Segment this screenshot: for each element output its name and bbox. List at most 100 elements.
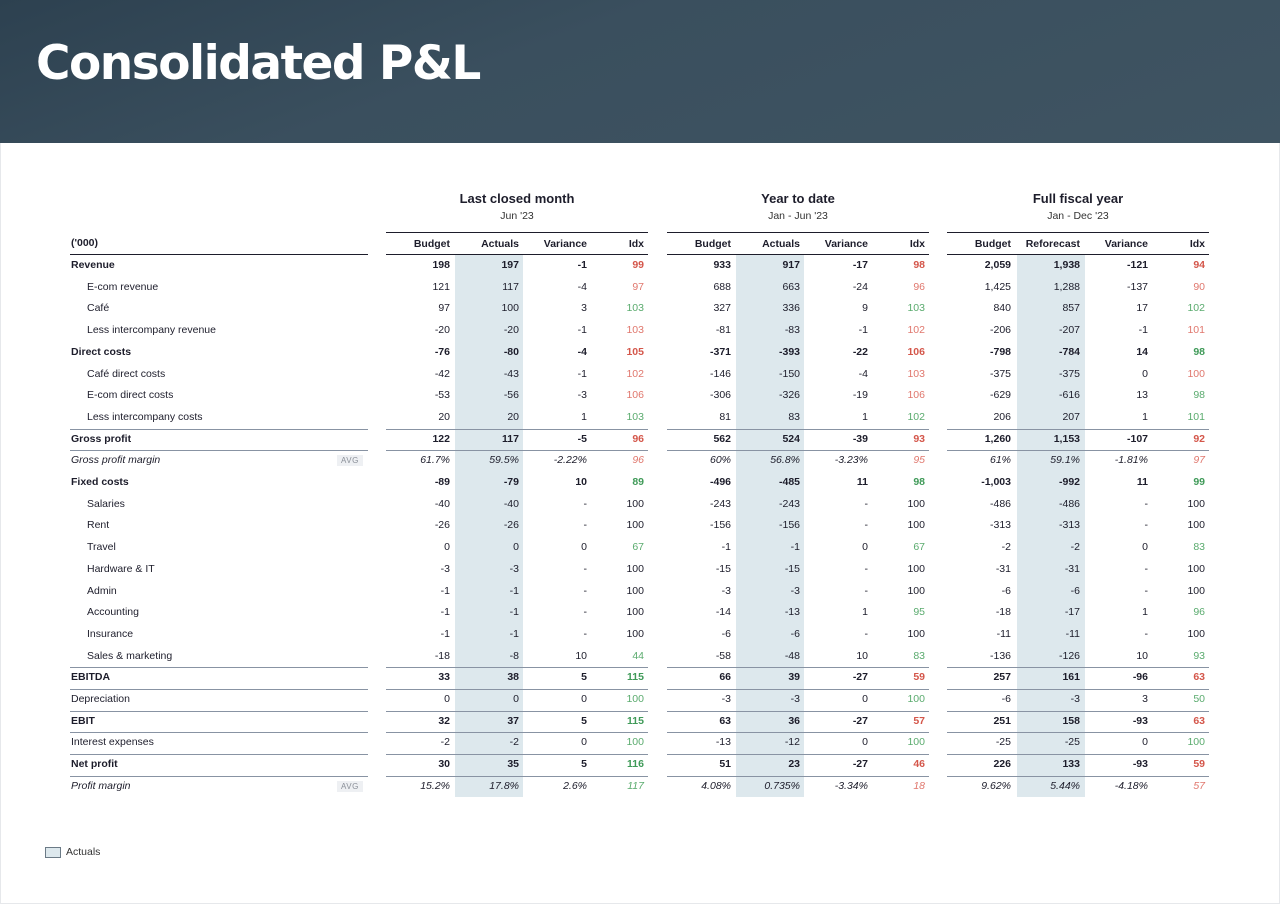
cell-budget: -375 — [989, 367, 1011, 380]
cell-actuals: 117 — [502, 432, 519, 445]
cell-variance: 0 — [862, 693, 868, 705]
cell-budget: 63 — [719, 714, 731, 727]
cell-idx: 100 — [626, 606, 644, 619]
cell-variance: -93 — [1132, 714, 1148, 727]
cell-variance: -3 — [577, 389, 587, 402]
cell-variance: 10 — [575, 649, 587, 662]
cell-variance: - — [583, 497, 588, 510]
column-header-budget: Budget — [413, 238, 450, 250]
cell-actuals: 36 — [788, 714, 800, 727]
cell-actuals: 0 — [513, 541, 519, 554]
actuals-band — [455, 255, 523, 797]
cell-actuals: -83 — [784, 324, 800, 337]
cell-actuals: -3 — [509, 562, 519, 575]
table-row: Accounting -1 -1 - 100 -14 -13 1 95 -18 -17 1 96 — [0, 602, 1280, 624]
row-rule — [667, 428, 929, 430]
cell-idx: 116 — [627, 758, 644, 771]
cell-budget: 0 — [444, 541, 450, 554]
cell-actuals: -326 — [778, 389, 800, 402]
cell-variance: 0 — [862, 541, 868, 554]
cell-budget: -31 — [995, 562, 1011, 575]
cell-budget: -486 — [989, 497, 1011, 510]
cell-budget: 4.08% — [701, 779, 731, 792]
units-label: ('000) — [71, 237, 99, 249]
avg-badge: AVG — [337, 455, 363, 467]
cell-variance: 0 — [581, 693, 587, 705]
row-rule — [667, 667, 929, 669]
cell-actuals: -1 — [509, 606, 519, 619]
cell-actuals: -8 — [509, 649, 519, 662]
cell-actuals: -15 — [784, 562, 800, 575]
legend: Actuals — [45, 846, 100, 858]
cell-actuals: 20 — [507, 410, 519, 423]
cell-idx: 96 — [632, 454, 644, 467]
cell-budget: -2 — [440, 736, 450, 749]
cell-budget: 1,425 — [984, 280, 1011, 293]
row-rule — [386, 732, 648, 734]
cell-budget: 33 — [438, 671, 450, 684]
cell-budget: 206 — [993, 410, 1011, 423]
cell-budget: 51 — [719, 758, 731, 771]
cell-actuals: 1,938 — [1053, 259, 1080, 271]
cell-actuals: -3 — [790, 584, 800, 597]
table-row: EBIT 32 37 5 115 63 36 -27 57 251 158 -93 63 — [0, 711, 1280, 733]
cell-budget: -6 — [1001, 693, 1011, 705]
cell-idx: 100 — [907, 736, 925, 749]
cell-actuals: 38 — [507, 671, 519, 684]
row-rule — [667, 775, 929, 777]
row-label: E-com revenue — [87, 280, 159, 293]
cell-idx: 100 — [626, 497, 644, 510]
table-row: Salaries -40 -40 - 100 -243 -243 - 100 -486 -486 - 1… — [0, 494, 1280, 516]
cell-idx: 90 — [1193, 280, 1205, 293]
column-header-actuals: Actuals — [762, 238, 800, 250]
row-label: Travel — [87, 541, 116, 554]
cell-actuals: 39 — [788, 671, 800, 684]
row-label: Interest expenses — [71, 736, 154, 749]
table-row: Café direct costs -42 -43 -1 102 -146 -150 -4 10… — [0, 364, 1280, 386]
cell-variance: 1 — [862, 606, 868, 619]
table-row: Direct costs -76 -80 -4 105 -371 -393 -22 106 -79… — [0, 342, 1280, 364]
row-label: E-com direct costs — [87, 389, 174, 402]
group-header-full-year: Full fiscal year Jan - Dec '23 — [947, 190, 1209, 222]
cell-variance: -93 — [1132, 758, 1148, 771]
cell-variance: -3.23% — [834, 454, 868, 467]
table-row: Gross profit 122 117 -5 96 562 524 -39 93 1,260 1,… — [0, 429, 1280, 451]
row-rule — [947, 754, 1209, 756]
cell-actuals: 59.1% — [1050, 454, 1080, 467]
cell-actuals: -393 — [778, 345, 800, 358]
table-row: Profit margin AVG 15.2% 17.8% 2.6% 117 4.08% 0.… — [0, 776, 1280, 798]
row-rule — [70, 754, 368, 756]
header-bottom-rule — [70, 254, 368, 255]
cell-variance: 13 — [1136, 389, 1148, 402]
cell-variance: 2.6% — [563, 779, 587, 792]
cell-variance: -27 — [852, 671, 868, 684]
cell-actuals: -13 — [784, 606, 800, 619]
cell-budget: -13 — [715, 736, 731, 749]
cell-budget: -313 — [989, 519, 1011, 532]
cell-variance: 5 — [581, 758, 587, 771]
group-title: Full fiscal year — [1032, 191, 1124, 206]
cell-actuals: 56.8% — [770, 454, 800, 467]
cell-variance: - — [583, 584, 588, 597]
cell-variance: 3 — [1142, 693, 1148, 705]
cell-idx: 103 — [907, 302, 925, 315]
cell-idx: 100 — [626, 562, 644, 575]
cell-budget: 66 — [719, 671, 731, 684]
cell-variance: -19 — [852, 389, 868, 402]
row-label: Hardware & IT — [87, 562, 155, 575]
cell-budget: -15 — [715, 562, 731, 575]
cell-actuals: -31 — [1064, 562, 1080, 575]
cell-budget: 2,059 — [984, 259, 1011, 271]
cell-actuals: -313 — [1058, 519, 1080, 532]
cell-actuals: -1 — [509, 627, 519, 640]
group-title: Year to date — [761, 191, 835, 206]
column-header-variance: Variance — [1104, 238, 1148, 250]
cell-actuals: 23 — [788, 758, 800, 771]
table-row: E-com revenue 121 117 -4 97 688 663 -24 96 1,425 1… — [0, 277, 1280, 299]
cell-variance: - — [1144, 562, 1149, 575]
row-rule — [667, 754, 929, 756]
row-label: Admin — [87, 584, 117, 597]
row-rule — [667, 710, 929, 712]
cell-variance: 0 — [581, 541, 587, 554]
cell-budget: 81 — [719, 410, 731, 423]
